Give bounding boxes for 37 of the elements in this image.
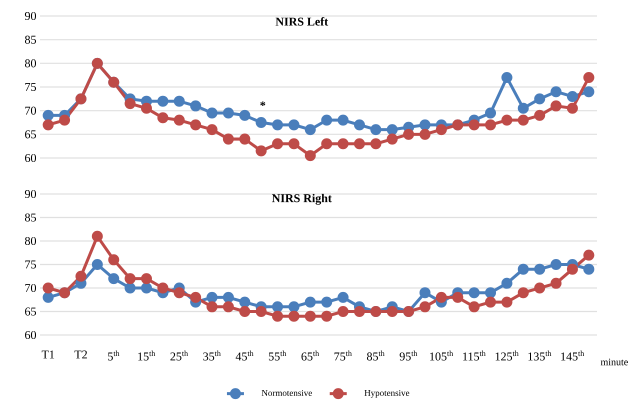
y-tick-label: 75 <box>25 83 36 91</box>
y-tick-label: 90 <box>24 190 36 198</box>
x-tick-label: 45$^{th}$ <box>236 350 254 360</box>
x-tick-label: 135$^{th}$ <box>528 350 552 360</box>
y-tick-label: 90 <box>24 12 36 20</box>
annotation: * <box>260 102 266 106</box>
x-tick-label: 125$^{th}$ <box>496 350 519 360</box>
x-tick-label: T1 <box>42 350 54 358</box>
x-tick-label: 65$^{th}$ <box>302 350 320 360</box>
legend-label: Normotensive <box>262 390 312 396</box>
y-tick-label: 65 <box>25 307 36 316</box>
x-tick-label: 115$^{th}$ <box>463 350 486 360</box>
x-tick-label: 85$^{th}$ <box>366 350 385 360</box>
x-tick-label: 5$^{th}$ <box>108 350 120 360</box>
x-tick-label: 25$^{th}$ <box>170 350 188 360</box>
x-tick-label: T2 <box>74 350 87 358</box>
x-tick-label: 75$^{th}$ <box>334 350 352 360</box>
x-tick-label: 35$^{th}$ <box>203 350 221 360</box>
y-tick-label: 60 <box>25 330 36 340</box>
y-tick-label: 60 <box>25 154 36 162</box>
y-tick-label: 65 <box>25 130 36 138</box>
y-tick-label: 80 <box>24 59 36 68</box>
legend-label: Hypotensive <box>364 390 410 398</box>
x-tick-label: 15$^{th}$ <box>138 350 156 360</box>
y-tick-label: 70 <box>25 284 36 292</box>
y-tick-label: 85 <box>24 213 36 222</box>
x-tick-label: 55$^{th}$ <box>268 350 286 360</box>
y-tick-label: 70 <box>25 106 36 115</box>
y-tick-label: 85 <box>24 36 36 44</box>
x-tick-label: 95$^{th}$ <box>400 350 418 360</box>
y-tick-label: 80 <box>24 236 36 246</box>
chart-title: NIRS Right <box>272 194 332 205</box>
x-axis-title: minute <box>600 358 628 366</box>
y-tick-label: 75 <box>25 260 36 268</box>
x-tick-label: 105$^{th}$ <box>430 350 454 360</box>
x-tick-label: 145$^{th}$ <box>561 350 584 360</box>
chart-title: NIRS Left <box>276 17 328 26</box>
